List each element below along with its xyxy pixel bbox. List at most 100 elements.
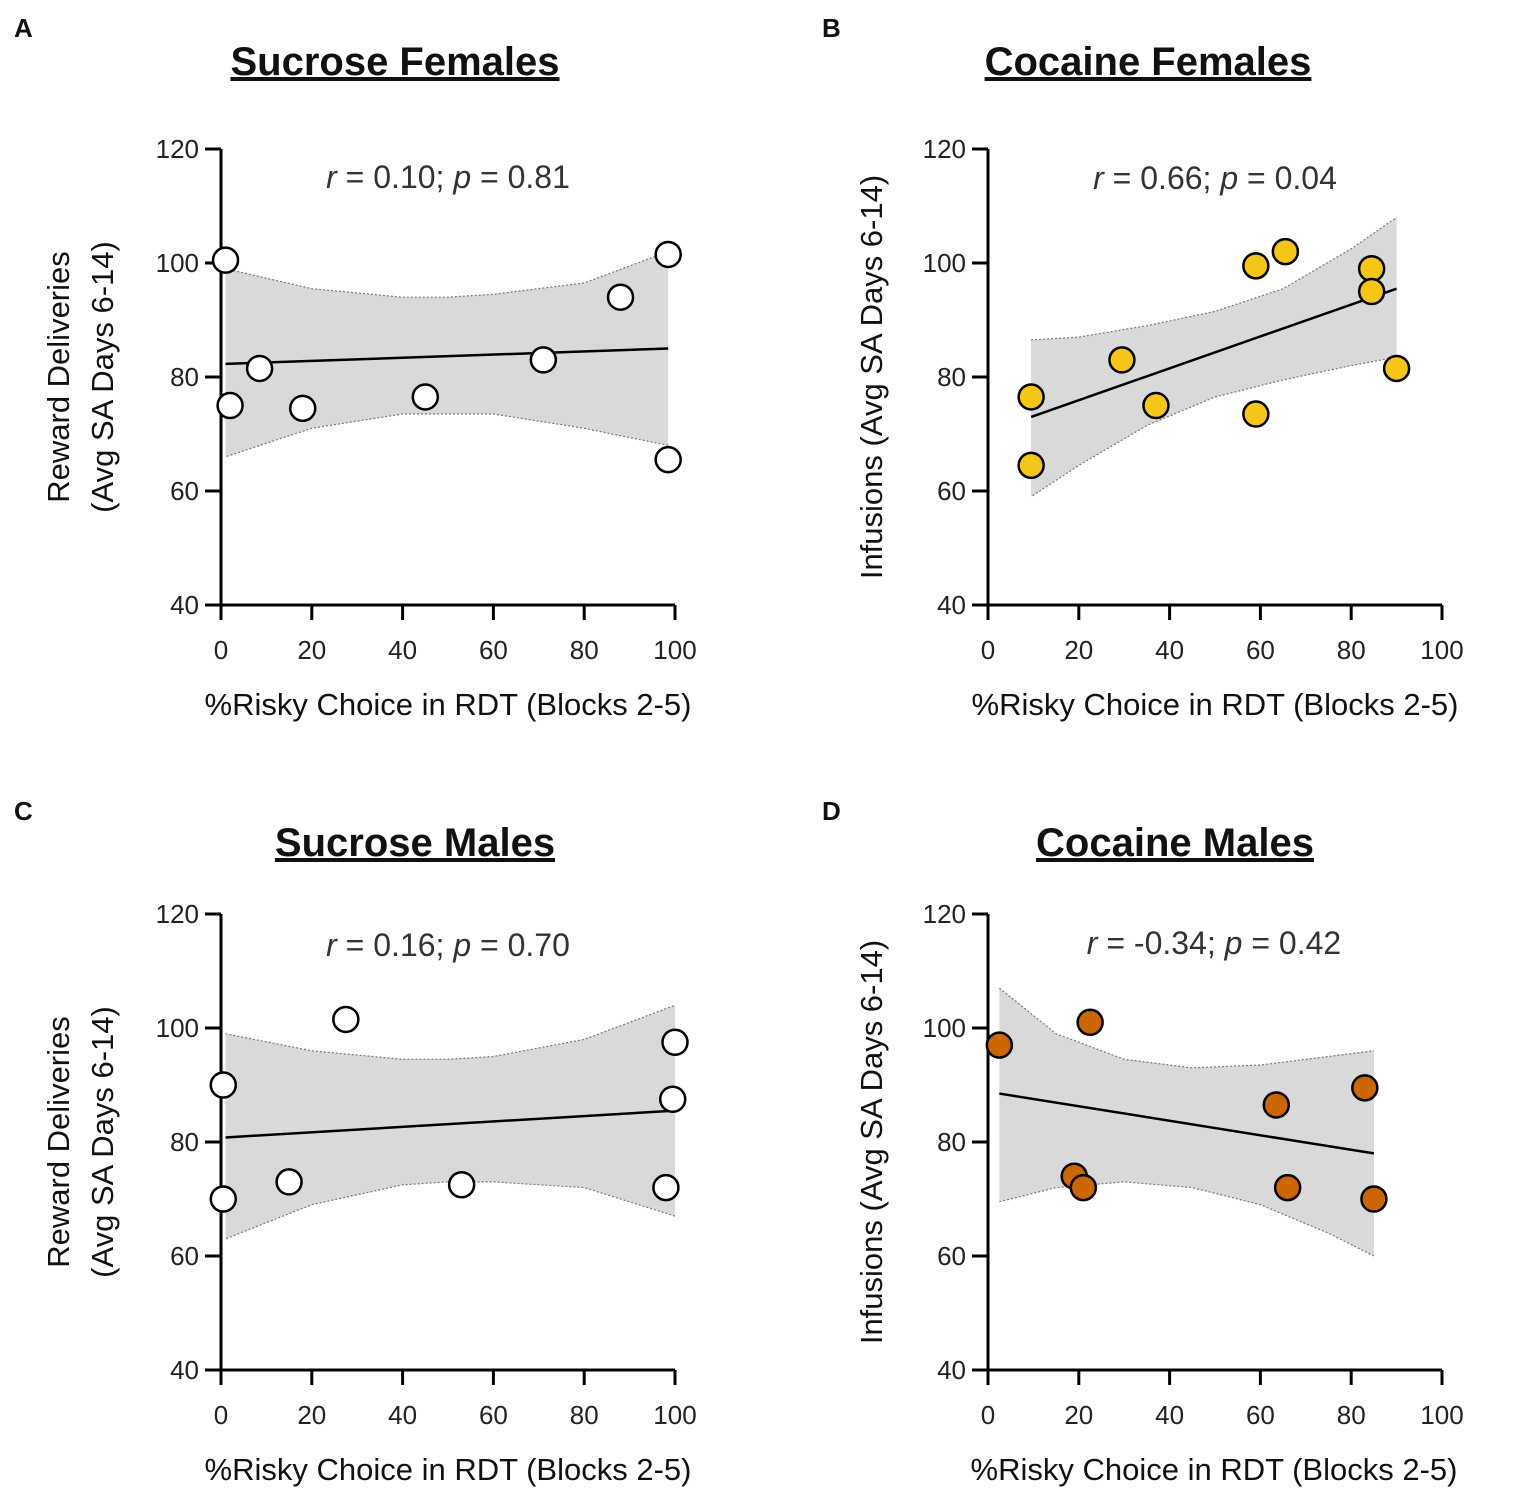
ci-upper-bound xyxy=(225,1004,676,1060)
ci-lower-bound xyxy=(225,1181,676,1240)
data-point xyxy=(1108,346,1136,374)
x-tick-label: 20 xyxy=(297,1400,326,1430)
correlation-stat: r = 0.16; p = 0.70 xyxy=(326,927,570,963)
data-point xyxy=(216,391,244,420)
data-point xyxy=(209,1185,238,1213)
data-point xyxy=(654,445,682,474)
panel-letter: C xyxy=(14,796,33,826)
correlation-stat: r = 0.10; p = 0.81 xyxy=(326,159,570,195)
x-tick-label: 60 xyxy=(479,635,508,665)
data-point xyxy=(529,346,558,374)
data-point xyxy=(1017,383,1045,411)
x-tick-label: 60 xyxy=(479,1400,508,1430)
data-point xyxy=(447,1171,476,1199)
y-axis-label: Infusions (Avg SA Days 6-14) xyxy=(854,175,889,579)
y-tick-label: 120 xyxy=(923,899,966,929)
y-tick-label: 120 xyxy=(156,899,199,929)
data-point xyxy=(1242,400,1270,428)
data-point xyxy=(275,1168,303,1196)
y-tick-label: 120 xyxy=(923,134,966,164)
confidence-band xyxy=(999,988,1374,1256)
x-axis-label: %Risky Choice in RDT (Blocks 2-5) xyxy=(205,687,692,722)
y-tick-label: 60 xyxy=(937,1241,966,1271)
regression-line xyxy=(1030,287,1398,419)
y-axis-label-line-1: Reward Deliveries xyxy=(41,251,76,503)
y-tick-label: 60 xyxy=(937,476,966,506)
plot-area: 40 60 80 100 120 0 20 40 60 80 100 xyxy=(156,134,697,665)
y-tick-label: 80 xyxy=(170,1127,199,1157)
x-tick-label: 80 xyxy=(570,635,599,665)
correlation-stat: r = -0.34; p = 0.42 xyxy=(1087,925,1341,961)
chart-title: Sucrose Males xyxy=(275,821,555,865)
x-tick-label: 80 xyxy=(1337,635,1366,665)
y-tick-label: 80 xyxy=(937,1127,966,1157)
x-tick-label: 100 xyxy=(653,1400,696,1430)
data-point xyxy=(1017,451,1045,480)
x-tick-label: 20 xyxy=(1064,1400,1093,1430)
confidence-band xyxy=(225,1005,675,1239)
x-tick-label: 40 xyxy=(1155,635,1184,665)
data-point xyxy=(1360,1185,1388,1213)
confidence-band xyxy=(1031,217,1397,497)
y-tick-label: 40 xyxy=(937,1355,966,1385)
x-tick-label: 100 xyxy=(1420,1400,1463,1430)
data-point xyxy=(1273,1173,1302,1202)
x-tick-label: 20 xyxy=(1064,635,1093,665)
data-point xyxy=(1069,1173,1098,1202)
ci-upper-bound xyxy=(1031,216,1397,341)
x-tick-label: 0 xyxy=(981,635,995,665)
x-tick-label: 60 xyxy=(1246,1400,1275,1430)
x-tick-label: 0 xyxy=(981,1400,995,1430)
y-tick-label: 120 xyxy=(156,134,199,164)
data-point xyxy=(985,1031,1014,1059)
y-tick-label: 80 xyxy=(937,362,966,392)
correlation-stat: r = 0.66; p = 0.04 xyxy=(1093,160,1337,196)
y-tick-label: 60 xyxy=(170,476,199,506)
data-point xyxy=(1142,391,1170,420)
ci-lower-bound xyxy=(1030,356,1397,498)
y-tick-label: 100 xyxy=(923,248,966,278)
plot-area: 40 60 80 100 120 0 20 40 60 80 100 xyxy=(923,134,1464,665)
x-tick-label: 0 xyxy=(214,1400,228,1430)
data-point xyxy=(1262,1091,1291,1119)
data-point xyxy=(288,394,317,423)
data-point xyxy=(1271,237,1300,266)
data-point xyxy=(654,240,682,269)
panel-c: C Sucrose Males r = 0.16; p = 0.70 40 60 8… xyxy=(14,796,697,1487)
x-tick-label: 80 xyxy=(1337,1400,1366,1430)
regression-line xyxy=(999,1092,1375,1155)
data-point xyxy=(1357,254,1386,283)
x-tick-label: 100 xyxy=(653,635,696,665)
data-point xyxy=(245,354,274,383)
plot-area: 40 60 80 100 120 0 20 40 60 80 100 xyxy=(923,899,1464,1430)
x-tick-label: 40 xyxy=(1155,1400,1184,1430)
panel-letter: B xyxy=(822,13,841,43)
y-tick-label: 100 xyxy=(923,1013,966,1043)
panel-a: A Sucrose Females r = 0.10; p = 0.81 40 6… xyxy=(14,13,697,722)
data-point xyxy=(1382,354,1411,383)
data-point xyxy=(1242,252,1270,280)
y-tick-label: 100 xyxy=(156,248,199,278)
data-point xyxy=(1351,1074,1379,1102)
y-axis-label-line-1: Reward Deliveries xyxy=(41,1016,76,1268)
ci-lower-bound xyxy=(225,413,669,458)
data-point xyxy=(606,283,635,311)
y-axis-label-line-2: (Avg SA Days 6-14) xyxy=(85,241,120,513)
x-tick-label: 0 xyxy=(214,635,228,665)
y-tick-label: 40 xyxy=(937,590,966,620)
y-axis-label: Infusions (Avg SA Days 6-14) xyxy=(854,940,889,1344)
ci-upper-bound xyxy=(999,987,1374,1069)
panel-letter: A xyxy=(14,13,33,43)
data-point xyxy=(209,1071,238,1099)
data-point xyxy=(658,1085,687,1113)
data-point xyxy=(211,246,240,274)
data-point xyxy=(1076,1008,1104,1037)
chart-title: Cocaine Females xyxy=(985,40,1312,84)
y-tick-label: 40 xyxy=(170,590,199,620)
chart-title: Cocaine Males xyxy=(1036,821,1314,865)
y-tick-label: 40 xyxy=(170,1355,199,1385)
plot-area: 40 60 80 100 120 0 20 40 60 80 100 xyxy=(156,899,697,1430)
y-tick-label: 100 xyxy=(156,1013,199,1043)
panel-b: B Cocaine Females r = 0.66; p = 0.04 40 6… xyxy=(822,13,1464,722)
